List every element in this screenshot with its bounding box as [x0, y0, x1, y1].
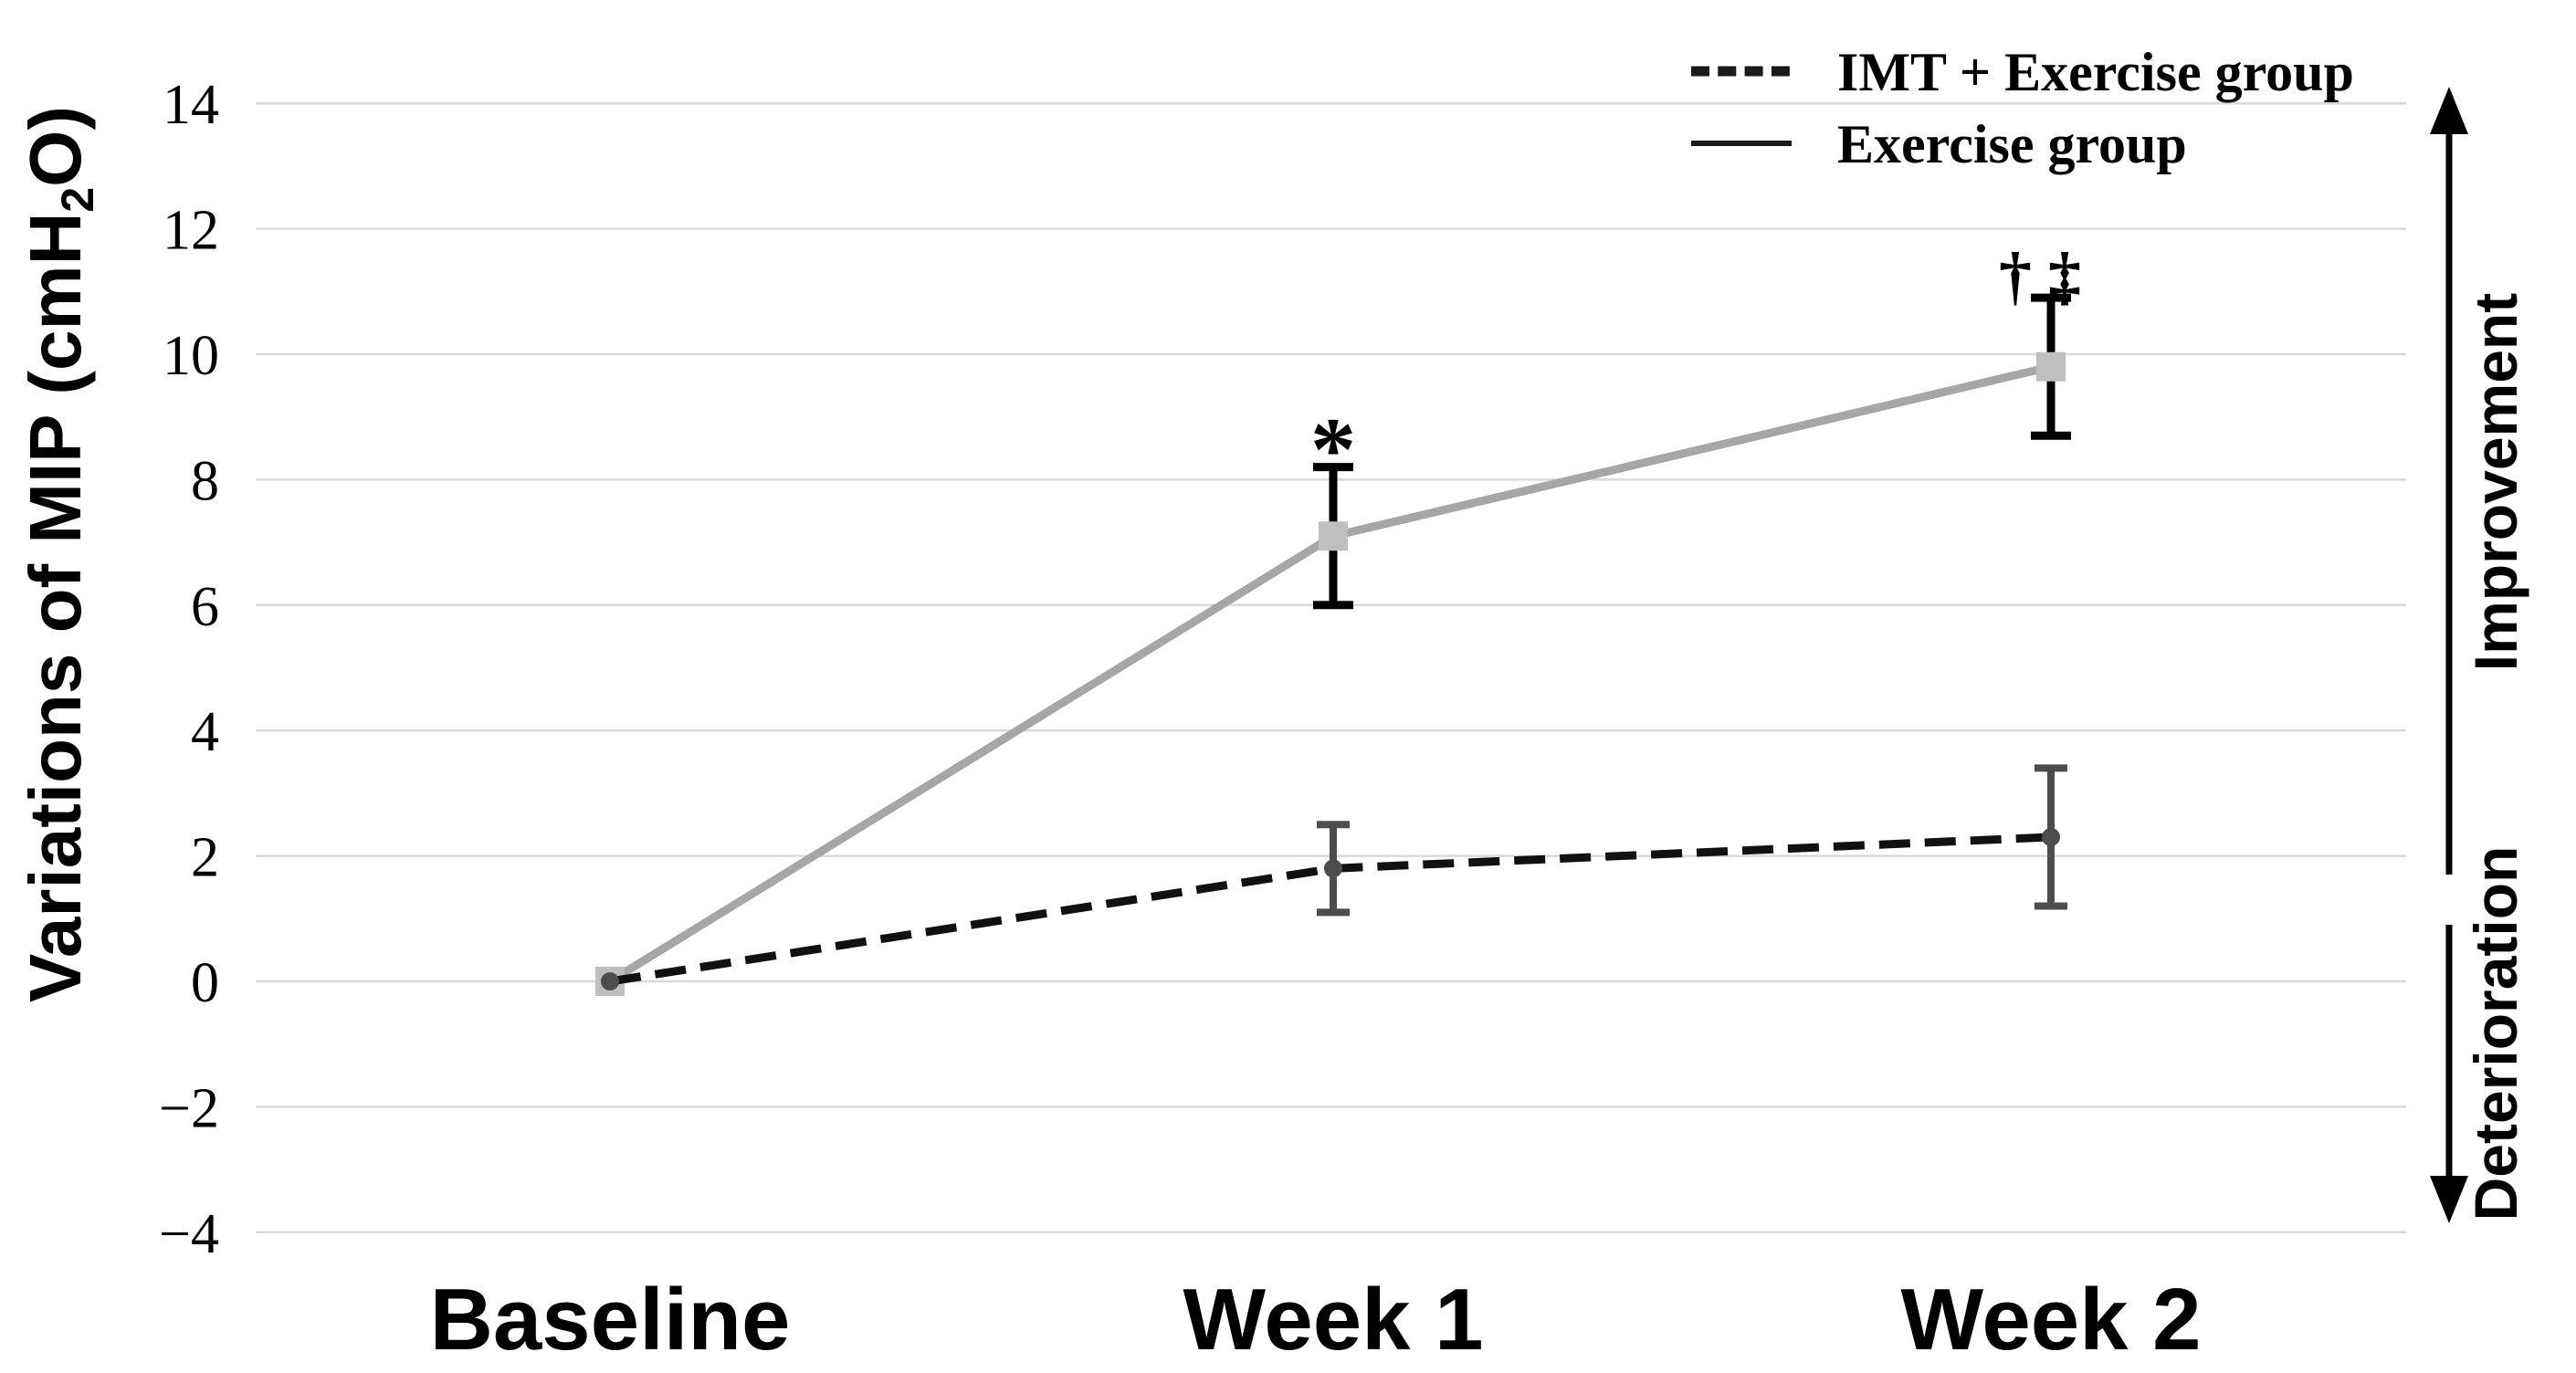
- significance-annotation: † ‡: [1999, 239, 2081, 312]
- data-point-marker-circle: [1324, 859, 1342, 878]
- data-point-marker-circle: [2042, 827, 2060, 846]
- data-point-marker-square: [1319, 521, 1348, 551]
- y-axis-title-subscript: 2: [52, 187, 103, 213]
- y-tick-label: 14: [163, 74, 219, 136]
- y-tick-label: −2: [159, 1077, 219, 1139]
- up-arrow-icon-head: [2430, 87, 2468, 134]
- y-tick-label: 8: [191, 450, 219, 512]
- data-point-marker-circle: [601, 972, 619, 990]
- y-tick-label: 12: [163, 200, 219, 262]
- y-tick-label: 10: [163, 325, 219, 387]
- y-tick-label: 6: [191, 576, 219, 638]
- y-axis-title: Variations of MIP (cmH2O): [15, 106, 103, 1002]
- y-axis-title-text: O): [15, 106, 96, 187]
- y-tick-label: −4: [159, 1203, 219, 1265]
- x-axis-label: Week 2: [1900, 1271, 2201, 1368]
- y-tick-label: 0: [191, 952, 219, 1014]
- deterioration-label: Deterioration: [2462, 846, 2529, 1221]
- improvement-label: Improvement: [2462, 293, 2529, 671]
- y-axis-title-text: Variations of MIP (cmH: [15, 213, 96, 1002]
- x-axis-label: Baseline: [430, 1271, 791, 1368]
- significance-annotation: *: [1310, 398, 1356, 499]
- down-arrow-icon-head: [2430, 1176, 2468, 1223]
- down-arrow-icon: [2430, 925, 2468, 1223]
- y-tick-label: 2: [191, 827, 219, 889]
- legend-label: Exercise group: [1837, 114, 2187, 174]
- x-axis-label: Week 1: [1183, 1271, 1483, 1368]
- up-arrow-icon: [2430, 87, 2468, 875]
- legend-label: IMT + Exercise group: [1837, 42, 2354, 102]
- data-point-marker-square: [2036, 351, 2066, 382]
- y-tick-label: 4: [191, 701, 219, 763]
